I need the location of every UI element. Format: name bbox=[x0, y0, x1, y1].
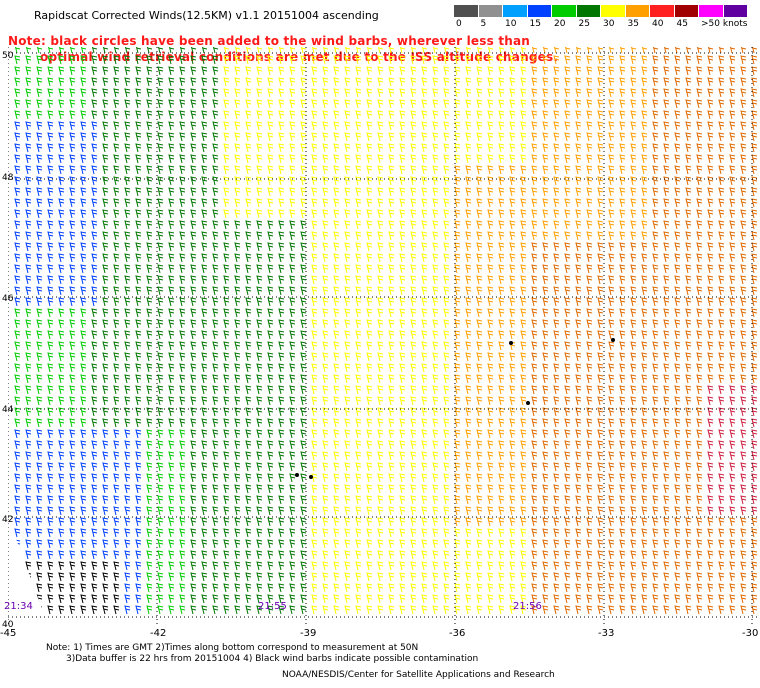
legend-label: 0 bbox=[456, 19, 462, 29]
contamination-note-line-1: Note: black circles have been added to t… bbox=[8, 34, 531, 48]
legend-swatch bbox=[527, 5, 552, 17]
pass-time-label: 21:34 bbox=[4, 601, 33, 612]
wind-barbs bbox=[8, 47, 758, 625]
pass-time-label: 21:56 bbox=[513, 601, 542, 612]
lat-lon-grid bbox=[8, 47, 760, 625]
longitude-tick: -33 bbox=[598, 628, 615, 639]
legend-label: 45 bbox=[676, 19, 688, 29]
footer-note-1: Note: 1) Times are GMT 2)Times along bot… bbox=[46, 643, 419, 653]
latitude-tick: 44 bbox=[2, 405, 14, 415]
latitude-tick: 42 bbox=[2, 515, 14, 525]
longitude-tick: -30 bbox=[742, 628, 759, 639]
longitude-tick: -39 bbox=[300, 628, 317, 639]
map-title: Rapidscat Corrected Winds(12.5KM) v1.1 2… bbox=[34, 9, 379, 22]
legend-labels: 0 5 10 15 20 25 30 35 40 45 >50 knots bbox=[454, 17, 748, 31]
legend-color-bar bbox=[454, 5, 748, 17]
legend-swatch bbox=[478, 5, 503, 17]
longitude-tick: -45 bbox=[0, 628, 17, 639]
legend-label: 25 bbox=[578, 19, 590, 29]
latitude-tick: 50 bbox=[2, 51, 14, 61]
legend-label: 10 bbox=[505, 19, 517, 29]
legend-swatch bbox=[503, 5, 528, 17]
legend-label: 20 bbox=[554, 19, 566, 29]
legend-swatch bbox=[723, 5, 748, 17]
longitude-tick: -42 bbox=[150, 628, 167, 639]
pass-time-label: 21:55 bbox=[258, 601, 287, 612]
legend-label: 5 bbox=[480, 19, 487, 29]
footer-note-2: 3)Data buffer is 22 hrs from 20151004 4)… bbox=[66, 654, 479, 664]
latitude-tick: 46 bbox=[2, 294, 14, 304]
contamination-markers bbox=[295, 338, 615, 479]
legend-swatch bbox=[650, 5, 675, 17]
legend-swatch bbox=[552, 5, 577, 17]
legend-label: 30 bbox=[603, 19, 615, 29]
footer-credit: NOAA/NESDIS/Center for Satellite Applica… bbox=[282, 670, 555, 680]
legend-label: 15 bbox=[529, 19, 541, 29]
legend-label: >50 knots bbox=[701, 19, 748, 29]
latitude-tick: 48 bbox=[2, 173, 14, 183]
wind-speed-legend: 0 5 10 15 20 25 30 35 40 45 >50 knots bbox=[454, 5, 748, 31]
legend-swatch bbox=[699, 5, 724, 17]
legend-swatch bbox=[576, 5, 601, 17]
no-data-region bbox=[8, 517, 48, 625]
longitude-tick: -36 bbox=[449, 628, 466, 639]
legend-swatch bbox=[674, 5, 699, 17]
legend-label: 35 bbox=[627, 19, 639, 29]
legend-swatch bbox=[454, 5, 479, 17]
wind-barb-map bbox=[8, 47, 760, 625]
legend-label: 40 bbox=[652, 19, 664, 29]
latitude-tick: 40 bbox=[2, 620, 14, 630]
legend-swatch bbox=[601, 5, 626, 17]
legend-swatch bbox=[625, 5, 650, 17]
